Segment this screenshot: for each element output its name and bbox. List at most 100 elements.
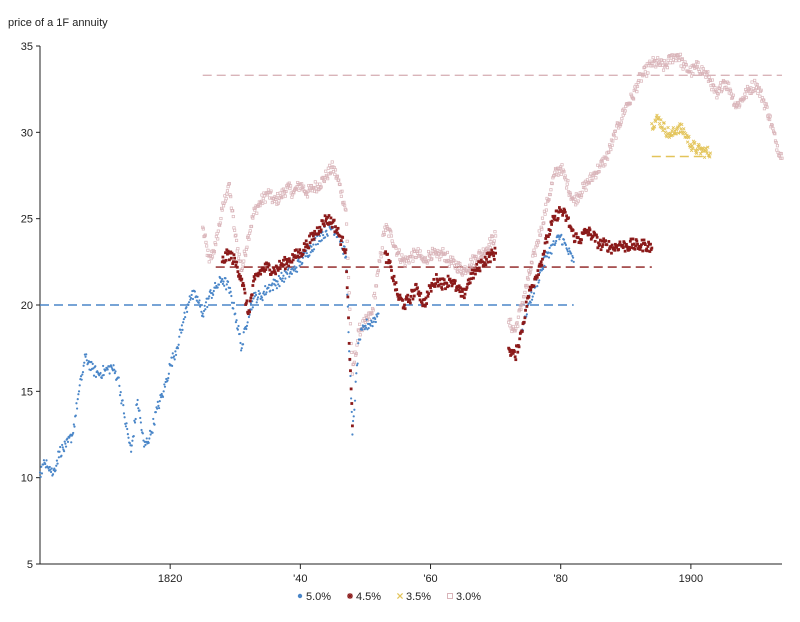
data-point-fill <box>217 283 221 286</box>
data-point-fill <box>564 178 568 182</box>
data-point-fill <box>251 306 254 309</box>
data-point-fill <box>187 303 190 306</box>
data-point-fill <box>432 277 436 281</box>
data-point-fill <box>545 240 549 244</box>
data-point-fill <box>231 214 235 219</box>
data-point-fill <box>424 296 428 300</box>
data-point-fill <box>618 240 622 244</box>
data-point-fill <box>684 63 688 67</box>
data-point-fill <box>277 274 280 278</box>
data-point-fill <box>555 209 559 213</box>
data-point-fill <box>74 414 77 417</box>
data-point-fill <box>94 375 98 378</box>
data-point-fill <box>64 442 67 445</box>
data-point-fill <box>707 75 711 79</box>
data-point-fill <box>373 296 377 300</box>
data-point-fill <box>248 231 252 235</box>
data-point-fill <box>370 319 373 322</box>
data-point-fill <box>546 198 550 202</box>
data-point-fill <box>697 144 702 148</box>
data-point-fill <box>225 192 229 196</box>
data-point <box>415 251 420 255</box>
data-point <box>312 243 315 246</box>
data-point-fill <box>579 195 583 199</box>
data-point <box>559 208 563 212</box>
data-point-fill <box>152 417 155 421</box>
data-point-fill <box>406 293 410 297</box>
data-point-fill <box>332 218 336 222</box>
data-point-fill <box>171 352 174 355</box>
data-point-fill <box>758 94 762 98</box>
data-point-fill <box>384 261 388 264</box>
data-point-fill <box>547 198 551 202</box>
data-point-fill <box>338 234 342 238</box>
data-point <box>162 390 165 393</box>
data-point <box>389 234 394 238</box>
data-point-fill <box>304 245 307 249</box>
data-point <box>435 255 439 259</box>
data-point-fill <box>632 242 636 246</box>
data-point-fill <box>356 339 360 343</box>
data-point-fill <box>319 228 323 232</box>
data-point-fill <box>193 290 197 293</box>
data-point <box>630 243 634 246</box>
data-point-fill <box>659 118 663 122</box>
data-point-fill <box>638 248 642 251</box>
data-point-fill <box>270 284 273 287</box>
data-point-fill <box>629 92 633 96</box>
data-point-fill <box>544 202 548 206</box>
data-point-fill <box>536 285 539 288</box>
data-point-fill <box>159 396 163 399</box>
data-point-fill <box>229 290 232 293</box>
data-point-fill <box>536 269 540 272</box>
data-point-fill <box>593 239 597 243</box>
data-point-fill <box>70 441 73 444</box>
data-point <box>130 450 133 453</box>
data-point-fill <box>384 223 388 227</box>
data-point-fill <box>600 245 604 248</box>
data-point-fill <box>326 215 330 219</box>
data-point-fill <box>308 234 311 238</box>
data-point-fill <box>723 81 727 85</box>
data-point-fill <box>597 241 600 245</box>
data-point-fill <box>221 204 226 208</box>
data-point <box>402 260 407 264</box>
data-point-fill <box>757 85 761 90</box>
data-point-fill <box>249 302 252 305</box>
data-point-fill <box>426 294 430 298</box>
data-point-fill <box>538 279 541 282</box>
data-point-fill <box>406 259 410 263</box>
data-point-fill <box>534 277 538 281</box>
data-point-fill <box>54 469 57 472</box>
data-point-fill <box>750 80 754 84</box>
data-point-fill <box>267 263 271 267</box>
data-point-fill <box>230 301 234 304</box>
data-point-fill <box>364 326 368 329</box>
data-point-fill <box>621 244 624 247</box>
data-point-fill <box>326 177 330 181</box>
data-point-fill <box>493 246 497 250</box>
data-point-fill <box>648 250 652 253</box>
data-point-fill <box>372 320 375 323</box>
data-point-fill <box>635 84 640 88</box>
data-point-fill <box>243 291 247 295</box>
data-point <box>214 243 218 247</box>
data-point-fill <box>201 227 205 231</box>
data-point-fill <box>301 252 305 256</box>
y-tick-label: 35 <box>21 41 33 53</box>
data-point-fill <box>323 224 326 228</box>
data-point-fill <box>597 170 601 174</box>
data-point-fill <box>454 289 458 292</box>
data-point <box>409 294 413 298</box>
data-point-fill <box>471 263 476 268</box>
data-point-fill <box>239 274 242 278</box>
data-point-fill <box>389 265 393 269</box>
data-point-fill <box>245 299 249 303</box>
y-tick-label: 30 <box>21 127 33 139</box>
data-point-fill <box>645 249 649 253</box>
data-point-fill <box>615 246 619 249</box>
data-point-fill <box>223 284 226 287</box>
data-point-fill <box>47 467 50 470</box>
data-point-fill <box>209 289 212 292</box>
data-point-fill <box>126 433 129 436</box>
